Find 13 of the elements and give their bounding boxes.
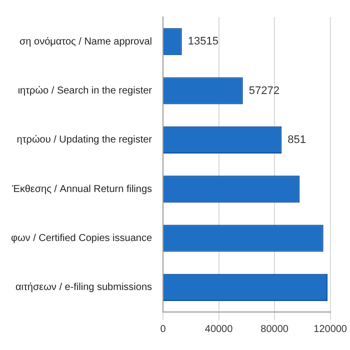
y-tick-label: ση ονόματος / Name approval	[20, 36, 152, 48]
x-tick-label: 120000	[314, 324, 348, 335]
x-tick-label: 0	[160, 324, 166, 335]
annotation: 851	[288, 134, 306, 146]
data-label: 13515	[188, 36, 218, 48]
data-label: 57272	[248, 84, 280, 97]
y-tick-label: ιητρώο / Search in the register	[18, 86, 153, 96]
y-tick-label: ητρώου / Updating the register	[16, 134, 153, 146]
y-tick-label: Έκθεσης / Annual Return filings	[11, 184, 152, 195]
x-tick-label: 40000	[204, 324, 234, 335]
y-tick-label: αιτήσεων / e-filing submissions	[15, 282, 152, 294]
x-tick-label: 80000	[260, 324, 289, 335]
y-tick-label: φων / Certified Copies issuance	[11, 233, 152, 244]
